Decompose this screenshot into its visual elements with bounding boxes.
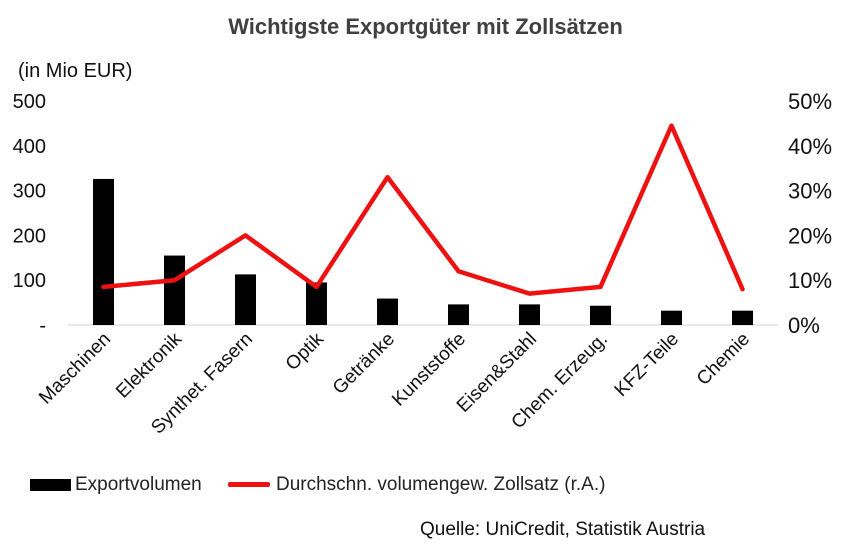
bar-1 (93, 178, 114, 325)
bar-3 (235, 274, 256, 325)
bar-2 (164, 255, 185, 325)
chart-title: Wichtigste Exportgüter mit Zollsätzen (228, 14, 623, 39)
category-label: KFZ-Teile (611, 329, 683, 401)
bar-4 (306, 282, 327, 325)
left-axis-tick-label: 500 (13, 91, 46, 113)
source-note: Quelle: UniCredit, Statistik Austria (420, 519, 706, 540)
right-axis-tick-label: 0% (788, 313, 820, 338)
line-point-8 (600, 286, 601, 288)
bar-6 (448, 304, 469, 325)
left-axis-tick-label: 400 (13, 136, 46, 158)
line-point-6 (458, 270, 459, 272)
left-axis-tick-label: 100 (13, 270, 46, 292)
right-axis-tick-label: 20% (788, 223, 832, 248)
line-point-10 (742, 288, 743, 290)
line-point-5 (387, 176, 388, 178)
line-point-2 (174, 279, 175, 281)
bar-9 (661, 310, 682, 325)
left-axis-unit-label: (in Mio EUR) (18, 60, 133, 82)
legend-label-exportvolumen: Exportvolumen (75, 474, 202, 495)
category-label: Optik (282, 328, 329, 375)
legend-line-swatch (228, 482, 270, 487)
bar-5 (377, 298, 398, 325)
right-axis-tick-label: 50% (788, 89, 832, 114)
left-axis-tick-label: 300 (13, 181, 46, 203)
category-label: Elektronik (112, 328, 186, 402)
category-label: Chemie (693, 329, 754, 390)
line-point-7 (529, 293, 530, 295)
legend-label-zollsatz: Durchschn. volumengew. Zollsatz (r.A.) (276, 474, 606, 495)
line-point-9 (671, 125, 672, 127)
legend-bar-swatch (30, 479, 71, 491)
line-point-4 (316, 286, 317, 288)
zollsatz-line (101, 123, 745, 296)
right-axis-tick-label: 30% (788, 179, 832, 204)
line-point-3 (245, 234, 246, 236)
bar-8 (590, 305, 611, 325)
line-point-1 (103, 286, 104, 288)
right-axis-tick-label: 40% (788, 134, 832, 159)
category-label: Getränke (329, 329, 399, 399)
left-axis-tick-label: - (39, 315, 46, 337)
left-axis-tick-label: 200 (13, 225, 46, 247)
category-label: Maschinen (35, 329, 115, 409)
bar-7 (519, 304, 540, 325)
bar-10 (732, 310, 753, 325)
right-axis-tick-label: 10% (788, 268, 832, 293)
